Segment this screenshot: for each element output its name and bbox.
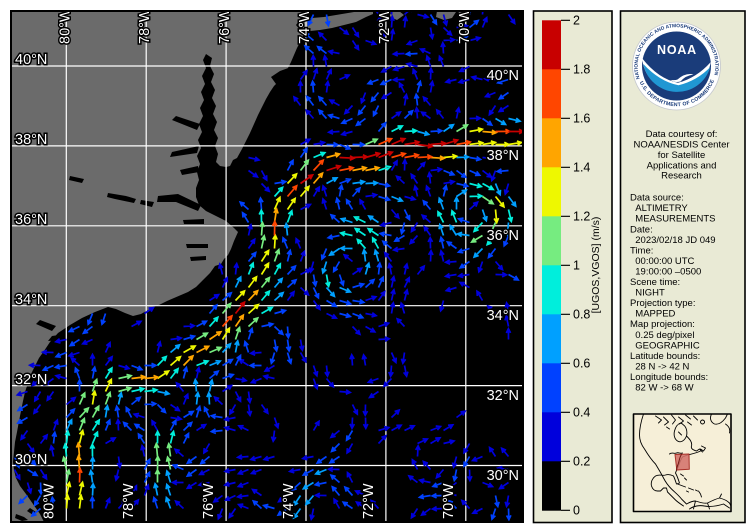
svg-text:34°N: 34°N <box>15 292 47 308</box>
svg-text:2: 2 <box>573 13 580 27</box>
svg-text:32°N: 32°N <box>487 388 519 404</box>
svg-text:Data courtesy of:: Data courtesy of: <box>646 129 718 140</box>
svg-text:72°W: 72°W <box>361 483 377 519</box>
svg-text:74°W: 74°W <box>297 8 313 44</box>
svg-text:38°N: 38°N <box>15 132 47 148</box>
svg-text:GEOGRAPHIC: GEOGRAPHIC <box>630 340 700 351</box>
svg-text:NOAA/NESDIS Center: NOAA/NESDIS Center <box>633 140 729 151</box>
svg-text:Date:: Date: <box>630 224 653 235</box>
svg-text:0.8: 0.8 <box>573 307 590 321</box>
svg-text:70°W: 70°W <box>441 483 457 519</box>
svg-text:40°N: 40°N <box>15 52 47 68</box>
svg-text:Research: Research <box>661 171 702 182</box>
svg-text:Applications and: Applications and <box>647 160 717 171</box>
svg-text:Projection type:: Projection type: <box>630 298 695 309</box>
svg-text:38°N: 38°N <box>487 148 519 164</box>
svg-text:NOAA: NOAA <box>657 43 697 57</box>
svg-text:MEASUREMENTS: MEASUREMENTS <box>630 214 716 225</box>
svg-text:0.4: 0.4 <box>573 405 590 419</box>
svg-text:74°W: 74°W <box>281 483 297 519</box>
svg-text:80°W: 80°W <box>41 483 57 519</box>
svg-text:78°W: 78°W <box>137 8 153 44</box>
svg-text:0.2: 0.2 <box>573 454 590 468</box>
svg-text:00:00:00 UTC: 00:00:00 UTC <box>630 256 695 267</box>
svg-text:0: 0 <box>573 503 580 517</box>
svg-text:0.25 deg/pixel: 0.25 deg/pixel <box>630 330 694 341</box>
svg-text:76°W: 76°W <box>201 483 217 519</box>
svg-text:MAPPED: MAPPED <box>630 309 676 320</box>
svg-text:Data source:: Data source: <box>630 193 684 204</box>
svg-text:1: 1 <box>573 258 580 272</box>
svg-text:36°N: 36°N <box>487 228 519 244</box>
svg-text:28 N -> 42 N: 28 N -> 42 N <box>630 361 690 372</box>
svg-text:78°W: 78°W <box>121 483 137 519</box>
svg-text:34°N: 34°N <box>487 308 519 324</box>
svg-text:Time:: Time: <box>630 245 653 256</box>
svg-text:[UGOS,VGOS] (m/s): [UGOS,VGOS] (m/s) <box>590 217 602 314</box>
svg-text:Longitude bounds:: Longitude bounds: <box>630 372 708 383</box>
svg-text:1.2: 1.2 <box>573 209 590 223</box>
svg-text:82 W -> 68 W: 82 W -> 68 W <box>630 383 694 394</box>
svg-text:72°W: 72°W <box>377 8 393 44</box>
svg-text:ALTIMETRY: ALTIMETRY <box>630 203 688 214</box>
svg-text:40°N: 40°N <box>487 68 519 84</box>
svg-text:1.4: 1.4 <box>573 160 590 174</box>
svg-text:1.6: 1.6 <box>573 111 590 125</box>
svg-text:32°N: 32°N <box>15 372 47 388</box>
svg-text:76°W: 76°W <box>217 8 233 44</box>
svg-text:for Satellite: for Satellite <box>658 150 706 161</box>
svg-text:0.6: 0.6 <box>573 356 590 370</box>
svg-text:30°N: 30°N <box>15 452 47 468</box>
svg-text:70°W: 70°W <box>457 8 473 44</box>
svg-text:2023/02/18 JD 049: 2023/02/18 JD 049 <box>630 235 716 246</box>
svg-text:Latitude bounds:: Latitude bounds: <box>630 351 700 362</box>
svg-text:36°N: 36°N <box>15 212 47 228</box>
svg-text:1.8: 1.8 <box>573 62 590 76</box>
svg-text:Map projection:: Map projection: <box>630 319 695 330</box>
svg-text:30°N: 30°N <box>487 468 519 484</box>
svg-text:19:00:00 –0500: 19:00:00 –0500 <box>630 267 701 278</box>
svg-text:NIGHT: NIGHT <box>630 288 665 299</box>
svg-text:Scene time:: Scene time: <box>630 277 680 288</box>
svg-text:80°W: 80°W <box>57 8 73 44</box>
